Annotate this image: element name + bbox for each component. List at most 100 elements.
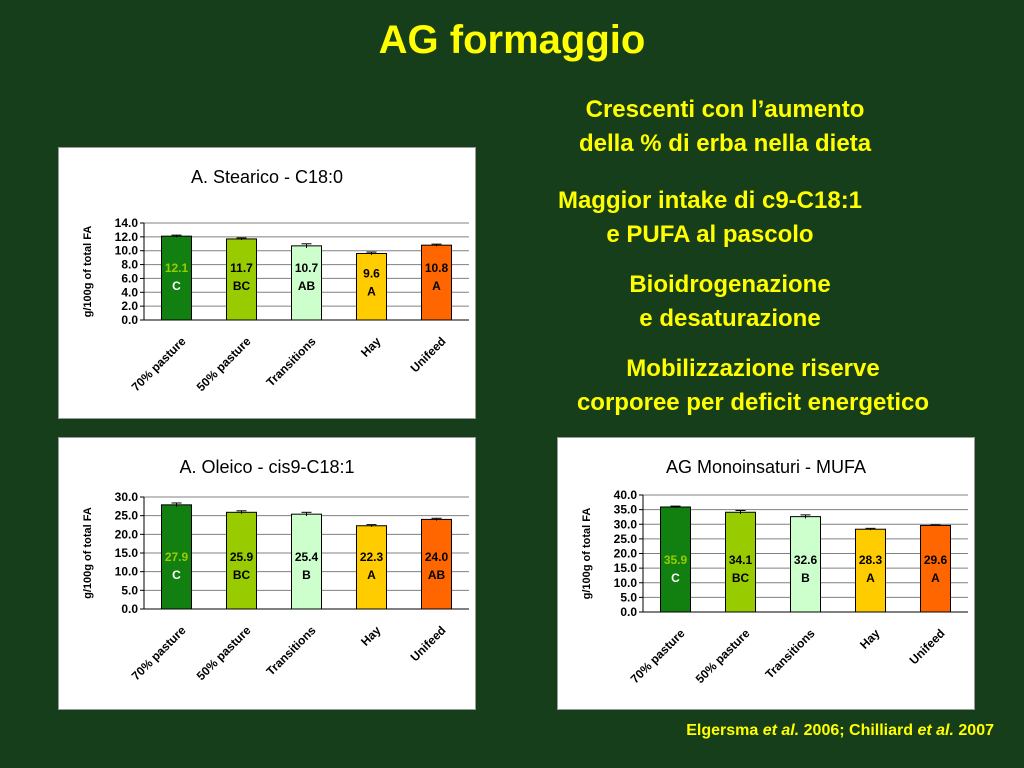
bar (161, 504, 192, 610)
y-tick-label: 40.0 (614, 488, 638, 502)
chart-title: AG Monoinsaturi - MUFA (666, 457, 866, 477)
bar-value-label: 28.3 (859, 553, 883, 567)
bar-value-label: 27.9 (165, 550, 189, 564)
y-tick-label: 14.0 (115, 216, 139, 230)
note-line: Mobilizzazione riserve (626, 355, 880, 382)
x-tick-label: 70% pasture (129, 623, 189, 683)
x-tick-label: Unifeed (907, 626, 948, 667)
note-line: Maggior intake di c9-C18:1 (557, 187, 863, 214)
citation-author-1: Elgersma (686, 722, 759, 739)
bar-letter-label: AB (298, 279, 316, 293)
y-tick-label: 10.0 (614, 576, 638, 590)
y-tick-label: 2.0 (121, 299, 138, 313)
bar-letter-label: BC (233, 568, 251, 582)
bar-value-label: 34.1 (729, 553, 753, 567)
bar-value-label: 10.8 (425, 261, 449, 275)
slide-title: AG formaggio (378, 18, 646, 62)
bar-letter-label: C (671, 571, 680, 585)
y-axis-label: g/100g of total FA (581, 508, 593, 600)
bar (421, 518, 452, 610)
x-tick-label: Unifeed (408, 334, 449, 375)
citation-year-1: 2006; (803, 722, 845, 739)
bar (421, 244, 452, 321)
bar (790, 516, 821, 613)
note-line: della % di erba nella dieta (578, 130, 872, 157)
y-axis-label: g/100g of total FA (82, 226, 94, 318)
bar (291, 513, 322, 610)
bar (920, 524, 951, 613)
chart-panel-oleic: A. Oleico - cis9-C18:1 g/100g of total FA… (58, 437, 476, 710)
y-tick-label: 25.0 (614, 532, 638, 546)
bar-value-label: 22.3 (360, 550, 384, 564)
bar (356, 525, 387, 610)
bar-letter-label: C (172, 279, 181, 293)
x-tick-label: Transitions (263, 623, 318, 678)
bar-value-label: 29.6 (924, 553, 948, 567)
x-tick-label: 50% pasture (693, 626, 753, 686)
y-tick-label: 10.0 (115, 565, 139, 579)
bar-value-label: 35.9 (664, 553, 688, 567)
chart-stearic: A. Stearico - C18:0 g/100g of total FA 0.0… (82, 167, 469, 394)
x-tick-label: Unifeed (408, 623, 449, 664)
y-axis-label: g/100g of total FA (82, 507, 94, 599)
note-line: Crescenti con l’aumento (585, 96, 865, 123)
citation: Elgersma et al. 2006; Chilliard et al. 2… (686, 722, 994, 740)
citation-author-2: Chilliard (849, 722, 914, 739)
y-tick-label: 10.0 (115, 244, 139, 258)
y-tick-label: 0.0 (121, 602, 138, 616)
bar-letter-label: AB (428, 568, 446, 582)
y-tick-label: 5.0 (620, 590, 637, 604)
x-tick-label: Transitions (263, 334, 318, 389)
citation-etal-1: et al. (762, 722, 800, 739)
bar-value-label: 10.7 (295, 261, 319, 275)
citation-etal-2: et al. (917, 722, 954, 739)
y-tick-label: 25.0 (115, 509, 139, 523)
chart-mufa: AG Monoinsaturi - MUFA g/100g of total FA… (581, 457, 968, 686)
chart-panel-stearic: A. Stearico - C18:0 g/100g of total FA 0.0… (58, 147, 476, 419)
bar (291, 245, 322, 321)
x-tick-label: 70% pasture (129, 334, 189, 394)
citation-year-2: 2007 (958, 722, 994, 739)
chart-title: A. Oleico - cis9-C18:1 (179, 457, 354, 477)
y-tick-label: 35.0 (614, 503, 638, 517)
bar-letter-label: A (367, 284, 376, 298)
note-line: Bioidrogenazione (629, 271, 831, 298)
x-tick-label: Transitions (762, 626, 817, 681)
chart-title: A. Stearico - C18:0 (191, 167, 343, 187)
x-tick-label: Hay (857, 626, 883, 652)
bar-letter-label: A (866, 571, 875, 585)
note-line: e PUFA al pascolo (606, 221, 814, 248)
bar-letter-label: BC (732, 571, 750, 585)
bar (226, 238, 257, 321)
note-intake: Maggior intake di c9-C18:1 e PUFA al pas… (500, 184, 920, 252)
note-biohydrogenation: Bioidrogenazione e desaturazione (560, 268, 900, 336)
bar (226, 511, 257, 610)
x-tick-label: Hay (358, 334, 384, 360)
bar (855, 528, 886, 613)
x-tick-label: 70% pasture (628, 626, 688, 686)
note-line: corporee per deficit energetico (576, 389, 930, 416)
bar-value-label: 11.7 (230, 261, 253, 275)
y-tick-label: 0.0 (121, 313, 138, 327)
bar (660, 506, 691, 613)
bar-value-label: 24.0 (425, 550, 449, 564)
x-tick-label: 50% pasture (194, 334, 254, 394)
y-tick-label: 30.0 (115, 490, 139, 504)
note-line: e desaturazione (639, 305, 821, 332)
y-tick-label: 8.0 (121, 258, 138, 272)
bar-letter-label: B (801, 571, 810, 585)
y-tick-label: 20.0 (614, 547, 638, 561)
note-growth: Crescenti con l’aumento della % di erba … (520, 93, 930, 161)
chart-panel-mufa: AG Monoinsaturi - MUFA g/100g of total FA… (557, 437, 975, 710)
y-tick-label: 0.0 (620, 605, 637, 619)
bar-value-label: 12.1 (165, 261, 189, 275)
note-mobilization: Mobilizzazione riserve corporee per defi… (508, 352, 998, 420)
bar-letter-label: C (172, 568, 181, 582)
x-tick-label: 50% pasture (194, 623, 254, 683)
bar-letter-label: A (931, 571, 940, 585)
x-tick-label: Hay (358, 623, 384, 649)
y-tick-label: 15.0 (115, 546, 139, 560)
y-tick-label: 20.0 (115, 527, 139, 541)
bar-value-label: 25.4 (295, 550, 319, 564)
bar-letter-label: A (432, 279, 441, 293)
